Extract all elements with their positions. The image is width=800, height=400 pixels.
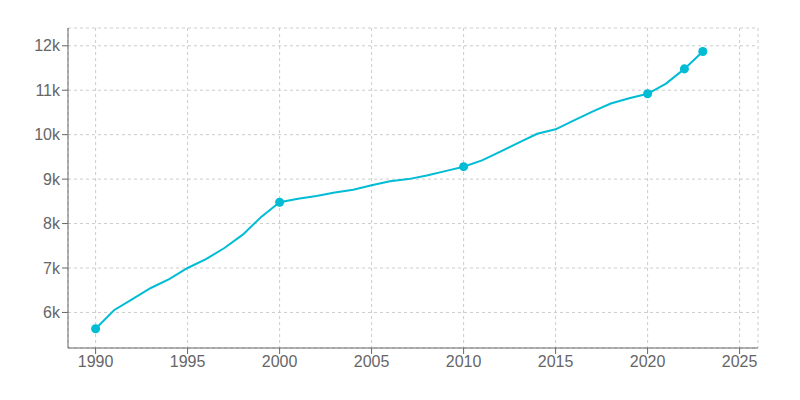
svg-text:10k: 10k [34, 126, 61, 143]
svg-text:12k: 12k [34, 37, 61, 54]
svg-text:2000: 2000 [262, 353, 298, 370]
svg-text:2010: 2010 [446, 353, 482, 370]
svg-text:2020: 2020 [630, 353, 666, 370]
svg-text:8k: 8k [43, 215, 61, 232]
svg-text:6k: 6k [43, 304, 61, 321]
svg-text:2005: 2005 [354, 353, 390, 370]
svg-text:1995: 1995 [170, 353, 206, 370]
svg-text:2025: 2025 [722, 353, 758, 370]
svg-text:1990: 1990 [78, 353, 114, 370]
svg-text:7k: 7k [43, 260, 61, 277]
svg-text:11k: 11k [35, 82, 61, 99]
svg-text:2015: 2015 [538, 353, 574, 370]
svg-text:9k: 9k [43, 171, 61, 188]
